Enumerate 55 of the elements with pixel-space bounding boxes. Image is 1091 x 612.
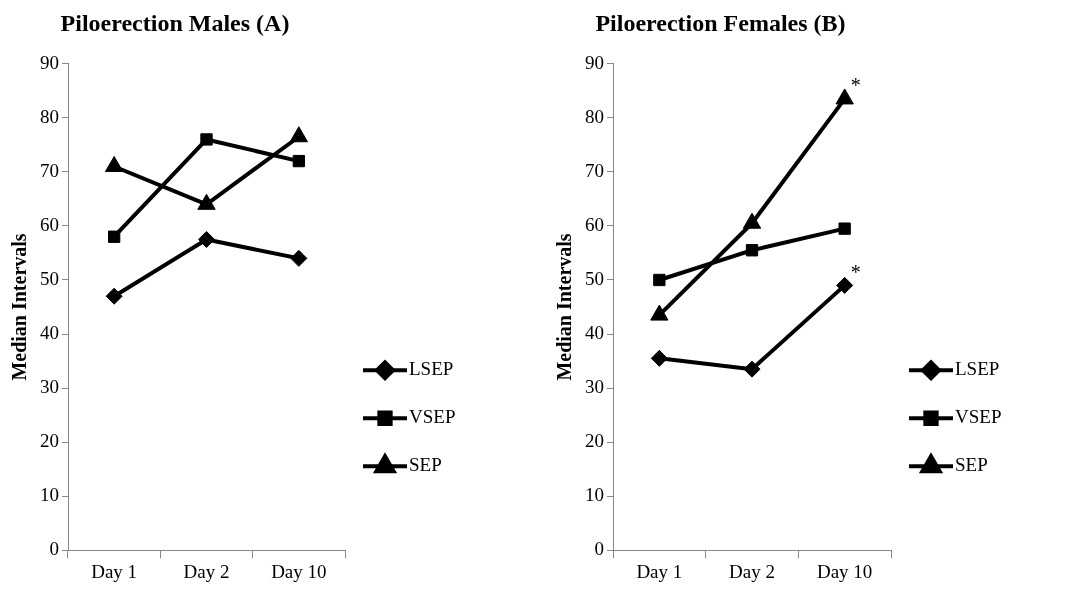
y-tick-label: 60 <box>40 213 59 235</box>
point <box>200 133 213 146</box>
point <box>105 287 123 305</box>
y-tick-label: 60 <box>585 213 604 235</box>
point <box>838 222 851 235</box>
x-tick-label: Day 10 <box>271 560 327 582</box>
y-tick-label: 0 <box>49 538 59 560</box>
x-tick-label: Day 1 <box>91 560 138 582</box>
y-tick-label: 40 <box>585 322 604 344</box>
y-tick-label: 20 <box>585 430 604 452</box>
chart-title: Piloerection Males (A) <box>60 9 290 36</box>
legend-label: SEP <box>409 454 442 476</box>
point <box>292 154 305 168</box>
y-tick-label: 20 <box>40 430 59 452</box>
y-tick-label: 0 <box>594 538 604 560</box>
point <box>650 349 668 367</box>
legend-label: LSEP <box>955 358 1000 380</box>
y-tick-label: 10 <box>585 484 604 506</box>
y-tick-label: 80 <box>585 105 604 127</box>
y-tick-label: 80 <box>40 105 59 127</box>
y-tick-label: 50 <box>585 267 604 289</box>
point <box>835 88 854 105</box>
y-tick-label: 10 <box>40 484 59 506</box>
y-tick-label: 30 <box>585 376 604 398</box>
x-tick-label: Day 2 <box>729 560 775 582</box>
y-axis-title: Median Intervals <box>8 233 31 381</box>
annotation: * <box>850 260 861 283</box>
annotation: * <box>850 74 861 97</box>
legend-label: VSEP <box>409 406 456 428</box>
point <box>198 230 215 248</box>
x-tick-label: Day 2 <box>183 560 230 582</box>
point <box>197 193 216 210</box>
legend-label: LSEP <box>409 358 454 380</box>
x-tick-label: Day 1 <box>636 560 683 582</box>
point <box>105 155 124 172</box>
y-tick-label: 40 <box>40 322 59 344</box>
y-tick-label: 90 <box>40 51 59 73</box>
y-axis-title: Median Intervals <box>553 233 576 381</box>
y-tick-label: 50 <box>40 267 59 289</box>
y-tick-label: 30 <box>40 376 59 398</box>
y-tick-label: 70 <box>585 159 604 181</box>
point <box>108 230 121 243</box>
point <box>290 249 308 267</box>
point <box>745 244 759 257</box>
point <box>653 273 666 287</box>
point <box>742 212 762 229</box>
point <box>743 360 761 378</box>
y-tick-label: 90 <box>585 51 604 73</box>
legend-label: SEP <box>955 454 988 476</box>
legend-label: VSEP <box>955 406 1002 428</box>
y-tick-label: 70 <box>40 159 59 181</box>
point <box>836 276 854 294</box>
chart-title: Piloerection Females (B) <box>595 9 846 36</box>
x-tick-label: Day 10 <box>816 560 873 582</box>
point <box>289 126 308 143</box>
